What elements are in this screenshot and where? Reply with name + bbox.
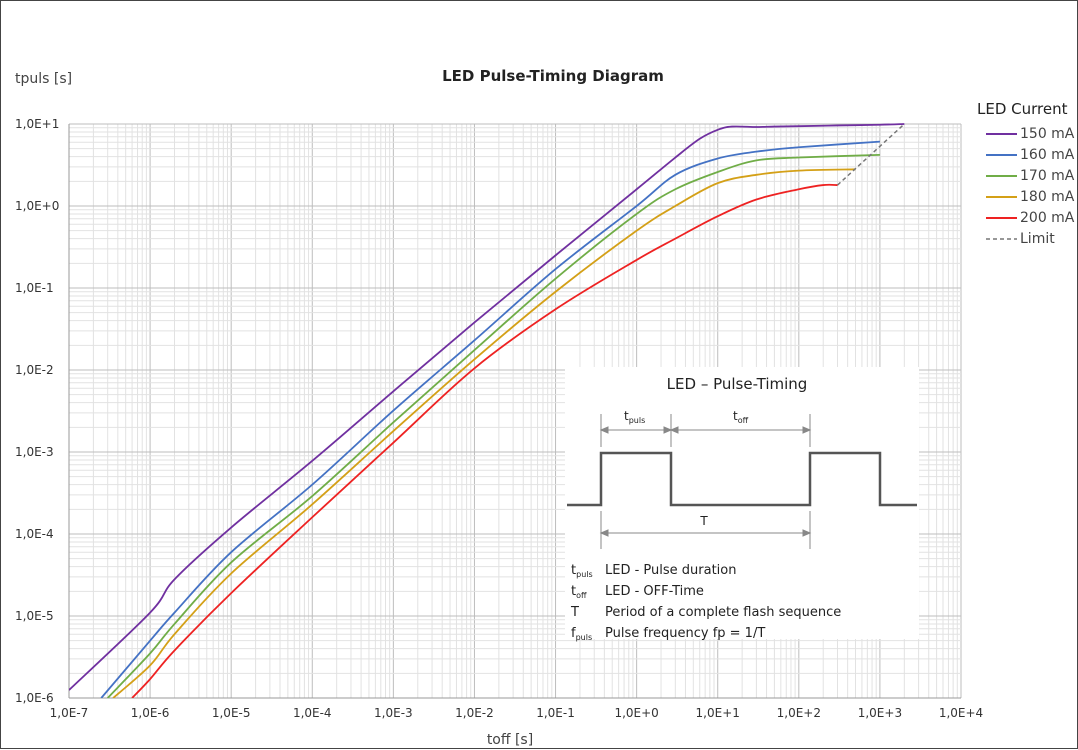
x-tick-label: 1,0E-2	[455, 706, 494, 720]
x-tick-label: 1,0E+3	[858, 706, 902, 720]
inset-background	[565, 367, 919, 639]
arrow-right-icon	[802, 426, 812, 434]
series-line-170-ma	[107, 153, 880, 698]
y-axis-label: tpuls [s]	[15, 71, 72, 87]
x-tick-label: 1,0E-3	[374, 706, 413, 720]
arrow-left-icon	[599, 426, 609, 434]
y-tick-label: 1,0E-4	[15, 527, 54, 541]
tick-labels: 1,0E-7 1,0E-6 1,0E-5 1,0E-4 1,0E-3 1,0E-2 1,0E…	[15, 117, 983, 720]
x-tick-label: 1,0E+1	[696, 706, 740, 720]
y-tick-label: 1,0E-6	[15, 691, 54, 705]
arrow-right-icon	[663, 426, 673, 434]
legend-item-label: 170 mA	[1020, 168, 1075, 184]
toff-label: toff	[733, 409, 749, 425]
legend-item-label: 200 mA	[1020, 210, 1075, 226]
arrow-left-icon	[669, 426, 679, 434]
series-line-limit	[837, 123, 905, 186]
arrow-right-icon	[802, 529, 812, 537]
x-axis-label: toff [s]	[487, 732, 533, 748]
series-line-180-ma	[112, 168, 856, 698]
tpuls-label: tpuls	[624, 409, 645, 425]
series-line-200-ma	[131, 183, 838, 698]
definition-list: tpuls LED - Pulse duration toff LED - OFF-…	[570, 563, 841, 642]
legend-title: LED Current	[977, 100, 1068, 118]
definition-item: tpuls LED - Pulse duration	[571, 563, 737, 579]
period-label: T	[699, 514, 708, 528]
arrow-left-icon	[599, 529, 609, 537]
y-tick-label: 1,0E-2	[15, 363, 54, 377]
definition-item: T Period of a complete flash sequence	[570, 605, 841, 620]
series-lines	[69, 123, 905, 698]
x-tick-label: 1,0E-7	[50, 706, 89, 720]
definition-item: toff LED - OFF-Time	[571, 584, 704, 600]
x-tick-label: 1,0E-5	[212, 706, 251, 720]
series-line-160-ma	[100, 140, 880, 698]
x-tick-label: 1,0E-1	[536, 706, 575, 720]
legend-item-label: 180 mA	[1020, 189, 1075, 205]
x-tick-label: 1,0E-6	[131, 706, 170, 720]
legend: LED Current 150 mA 160 mA 170 mA 180 mA 200 …	[977, 100, 1075, 247]
inset-title: LED – Pulse-Timing	[667, 375, 808, 393]
series-line-150-ma	[69, 123, 905, 691]
y-tick-label: 1,0E-5	[15, 609, 54, 623]
pulse-timing-inset: LED – Pulse-Timing tpuls t	[565, 367, 919, 642]
pulse-waveform	[567, 451, 917, 507]
legend-item-label: 150 mA	[1020, 126, 1075, 142]
x-tick-label: 1,0E+0	[614, 706, 658, 720]
x-tick-label: 1,0E-4	[293, 706, 332, 720]
x-tick-label: 1,0E+2	[777, 706, 821, 720]
y-tick-label: 1,0E-1	[15, 281, 54, 295]
legend-item-label: Limit	[1020, 231, 1055, 247]
x-tick-label: 1,0E+4	[939, 706, 983, 720]
definition-item: fpuls Pulse frequency fp = 1/T	[571, 626, 765, 642]
y-tick-label: 1,0E-3	[15, 445, 54, 459]
legend-item-label: 160 mA	[1020, 147, 1075, 163]
chart-title: LED Pulse-Timing Diagram	[442, 67, 664, 85]
y-tick-label: 1,0E+1	[15, 117, 59, 131]
y-tick-label: 1,0E+0	[15, 199, 59, 213]
